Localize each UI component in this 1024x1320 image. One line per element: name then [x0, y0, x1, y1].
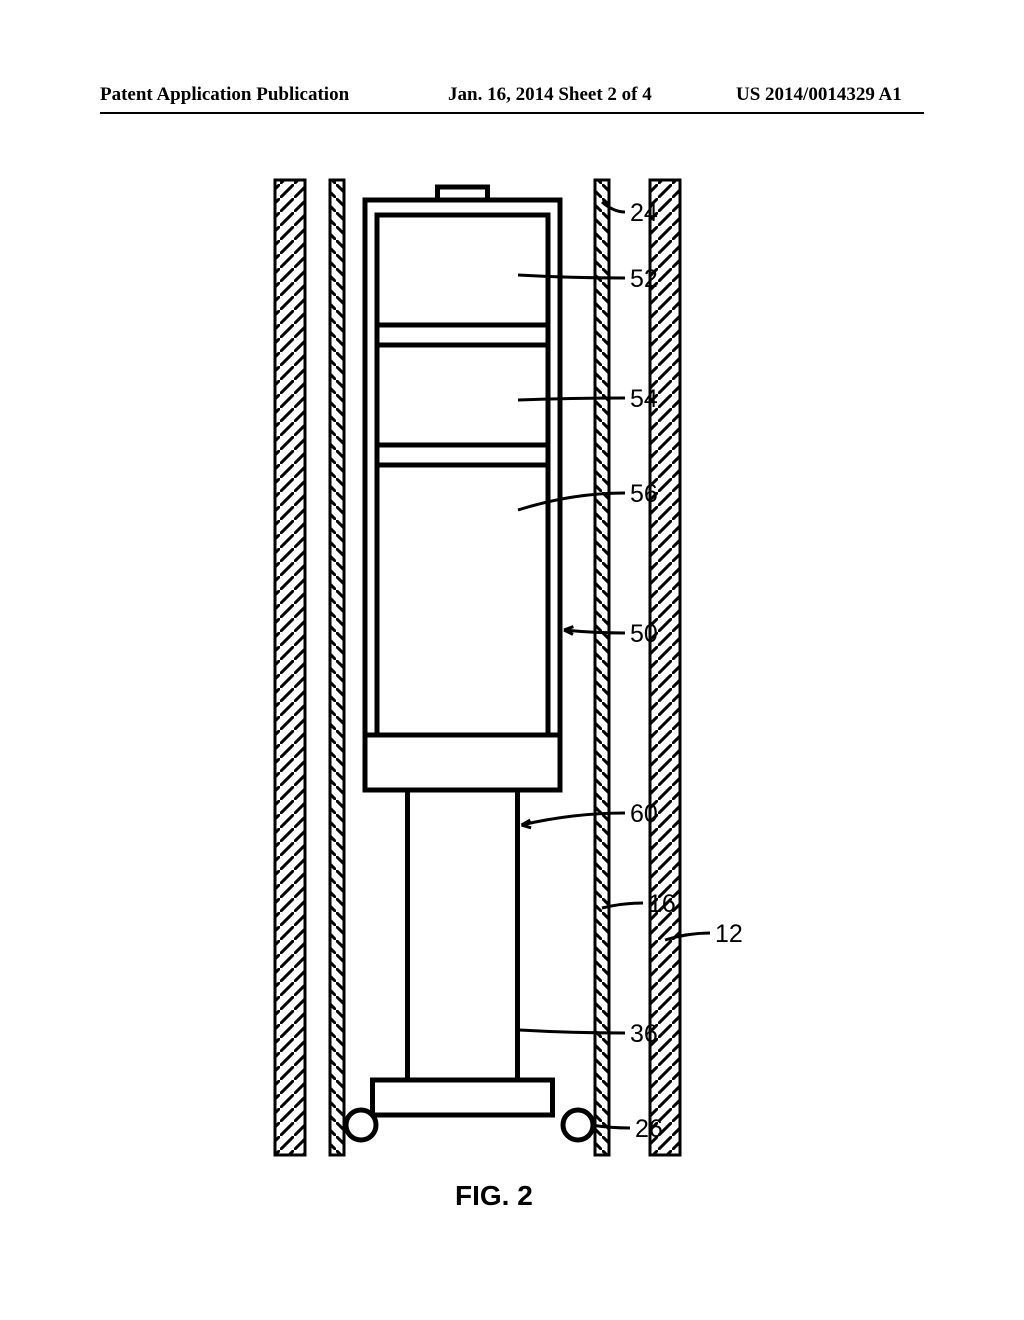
ref-16: 16: [648, 890, 676, 919]
ref-36: 36: [630, 1020, 658, 1049]
page: Patent Application Publication Jan. 16, …: [0, 0, 1024, 1320]
ref-60: 60: [630, 800, 658, 829]
figure: 24 52 54 56 50 60 16 12 36 26 FIG. 2: [0, 170, 1024, 1220]
ref-50: 50: [630, 620, 658, 649]
header-center: Jan. 16, 2014 Sheet 2 of 4: [448, 84, 652, 106]
header-rule: [100, 112, 924, 114]
page-header: Patent Application Publication Jan. 16, …: [0, 84, 1024, 114]
header-left: Patent Application Publication: [100, 84, 349, 106]
figure-caption: FIG. 2: [455, 1180, 533, 1212]
ref-52: 52: [630, 265, 658, 294]
ref-56: 56: [630, 480, 658, 509]
header-right: US 2014/0014329 A1: [736, 84, 902, 106]
ref-24: 24: [630, 199, 658, 228]
ref-54: 54: [630, 385, 658, 414]
figure-svg: [0, 170, 1024, 1190]
ref-26: 26: [635, 1115, 663, 1144]
ref-12: 12: [715, 920, 743, 949]
